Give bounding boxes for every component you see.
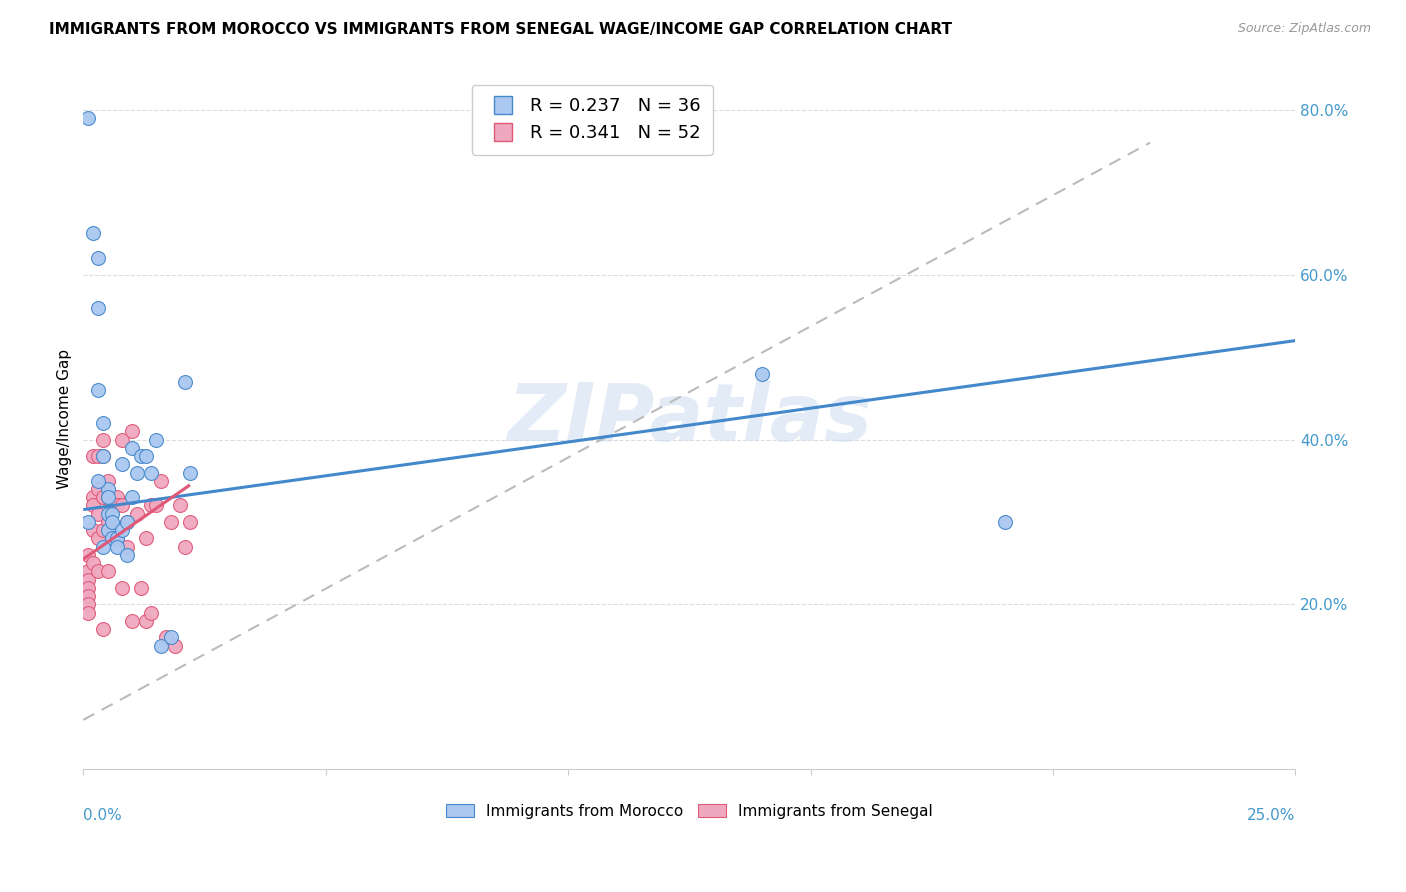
Point <box>82 490 104 504</box>
Point <box>141 466 163 480</box>
Point <box>155 631 177 645</box>
Point <box>87 565 110 579</box>
Point <box>993 515 1015 529</box>
Point <box>135 614 157 628</box>
Point <box>96 490 118 504</box>
Point <box>121 490 143 504</box>
Point <box>105 532 128 546</box>
Point <box>174 375 197 389</box>
Point <box>145 433 167 447</box>
Point <box>77 598 100 612</box>
Point <box>96 523 118 537</box>
Point <box>149 639 172 653</box>
Point <box>101 532 124 546</box>
Point <box>96 515 118 529</box>
Point <box>96 474 118 488</box>
Point <box>87 251 110 265</box>
Point <box>121 441 143 455</box>
Point <box>115 540 138 554</box>
Text: Source: ZipAtlas.com: Source: ZipAtlas.com <box>1237 22 1371 36</box>
Point <box>135 449 157 463</box>
Point <box>125 507 148 521</box>
Point <box>131 449 153 463</box>
Point <box>145 499 167 513</box>
Point <box>115 515 138 529</box>
Point <box>91 523 114 537</box>
Point <box>101 507 124 521</box>
Text: IMMIGRANTS FROM MOROCCO VS IMMIGRANTS FROM SENEGAL WAGE/INCOME GAP CORRELATION C: IMMIGRANTS FROM MOROCCO VS IMMIGRANTS FR… <box>49 22 952 37</box>
Point <box>101 515 124 529</box>
Point <box>174 540 197 554</box>
Point <box>82 499 104 513</box>
Point <box>141 499 163 513</box>
Point <box>169 499 191 513</box>
Y-axis label: Wage/Income Gap: Wage/Income Gap <box>58 349 72 489</box>
Point <box>77 548 100 562</box>
Point <box>91 622 114 636</box>
Point <box>77 111 100 125</box>
Point <box>87 482 110 496</box>
Point <box>115 548 138 562</box>
Text: 25.0%: 25.0% <box>1247 808 1295 822</box>
Point <box>111 523 134 537</box>
Text: 0.0%: 0.0% <box>83 808 122 822</box>
Point <box>125 466 148 480</box>
Point <box>159 515 181 529</box>
Point <box>96 507 118 521</box>
Point <box>87 383 110 397</box>
Point <box>101 499 124 513</box>
Point <box>111 433 134 447</box>
Point <box>91 449 114 463</box>
Point <box>77 606 100 620</box>
Point <box>77 573 100 587</box>
Point <box>96 565 118 579</box>
Point <box>121 614 143 628</box>
Point <box>159 631 181 645</box>
Point <box>77 565 100 579</box>
Point <box>165 639 187 653</box>
Point <box>179 466 201 480</box>
Point <box>105 499 128 513</box>
Point <box>82 227 104 241</box>
Point <box>77 515 100 529</box>
Point <box>87 532 110 546</box>
Point <box>101 532 124 546</box>
Point <box>91 416 114 430</box>
Legend: Immigrants from Morocco, Immigrants from Senegal: Immigrants from Morocco, Immigrants from… <box>440 797 939 825</box>
Point <box>121 424 143 438</box>
Point <box>131 581 153 595</box>
Point <box>111 457 134 471</box>
Point <box>149 474 172 488</box>
Point <box>87 301 110 315</box>
Point <box>141 606 163 620</box>
Point <box>115 515 138 529</box>
Point <box>82 523 104 537</box>
Point <box>91 540 114 554</box>
Text: ZIPatlas: ZIPatlas <box>508 380 872 458</box>
Point <box>111 499 134 513</box>
Point <box>96 482 118 496</box>
Point <box>77 589 100 603</box>
Point <box>105 490 128 504</box>
Point <box>179 515 201 529</box>
Point <box>111 581 134 595</box>
Point <box>87 474 110 488</box>
Point <box>751 367 773 381</box>
Point <box>96 490 118 504</box>
Point <box>105 532 128 546</box>
Point <box>77 581 100 595</box>
Point <box>87 507 110 521</box>
Point <box>82 449 104 463</box>
Point <box>87 449 110 463</box>
Point <box>91 433 114 447</box>
Point <box>91 449 114 463</box>
Point <box>82 556 104 570</box>
Point <box>105 540 128 554</box>
Point <box>91 490 114 504</box>
Point <box>135 532 157 546</box>
